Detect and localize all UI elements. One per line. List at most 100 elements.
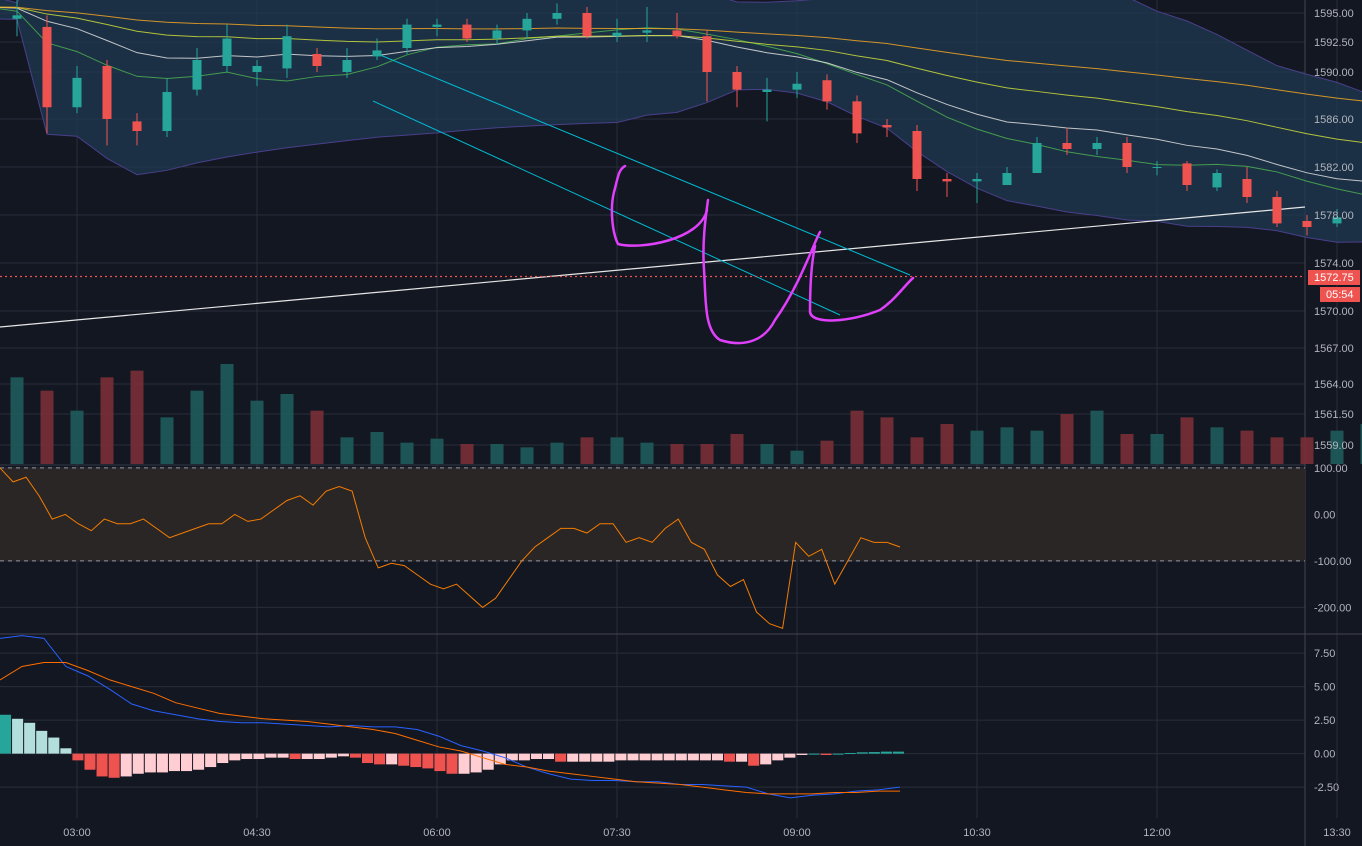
candle[interactable]	[462, 24, 472, 39]
candle[interactable]	[882, 125, 892, 128]
macd-histogram-bar	[289, 753, 301, 760]
candle[interactable]	[852, 101, 862, 134]
support-trendline[interactable]	[0, 206, 1306, 328]
candle[interactable]	[912, 131, 922, 179]
annotations	[610, 164, 915, 345]
candle[interactable]	[942, 179, 952, 182]
macd-line[interactable]	[0, 635, 901, 799]
macd-histogram-bar	[748, 753, 760, 766]
macd-histogram-bar	[362, 753, 374, 764]
macd-histogram-bar	[205, 753, 217, 768]
macd-histogram-bar	[675, 753, 687, 761]
macd-histogram-bar	[386, 753, 398, 765]
volume-bar	[1060, 414, 1074, 464]
candle[interactable]	[312, 54, 322, 66]
x-tick-label: 03:00	[63, 827, 91, 839]
volume-bar	[1090, 410, 1104, 464]
ma-fast-line	[0, 8, 1362, 195]
macd-histogram-bar	[760, 753, 772, 765]
volume-bar	[970, 430, 984, 464]
candle[interactable]	[132, 121, 142, 131]
macd-tick-label: 2.50	[1314, 715, 1335, 727]
candle[interactable]	[432, 24, 442, 27]
volume-bar	[490, 444, 504, 464]
candle[interactable]	[1272, 197, 1282, 224]
candle[interactable]	[672, 30, 682, 37]
candle[interactable]	[792, 83, 802, 90]
channel-upper-line[interactable]	[372, 51, 911, 276]
volume-bar	[1300, 437, 1314, 464]
macd-panel[interactable]	[0, 635, 904, 799]
drawn-annotation	[808, 244, 915, 322]
macd-histogram-bar	[651, 753, 663, 761]
macd-histogram-bar	[880, 751, 892, 754]
macd-histogram-bar	[0, 714, 12, 754]
cci-panel[interactable]	[0, 467, 1305, 630]
candle[interactable]	[12, 15, 22, 19]
volume-bar	[10, 377, 24, 464]
macd-histogram-bar	[48, 737, 60, 754]
cci-line[interactable]	[0, 467, 901, 630]
channel-lower-line[interactable]	[372, 100, 841, 316]
candle[interactable]	[372, 50, 382, 57]
macd-histogram-bar	[12, 718, 24, 754]
candle[interactable]	[162, 91, 172, 131]
candles[interactable]	[0, 0, 1362, 342]
cci-band	[0, 467, 1305, 561]
candle[interactable]	[552, 13, 562, 19]
ma-mid-line	[0, 6, 1362, 182]
candle[interactable]	[1092, 143, 1102, 149]
last-price-label: 1572.75	[1314, 272, 1354, 284]
macd-histogram-bar	[699, 753, 711, 761]
candle[interactable]	[72, 77, 82, 108]
candle[interactable]	[252, 66, 262, 72]
candle[interactable]	[522, 18, 532, 31]
candle[interactable]	[972, 179, 982, 182]
candle[interactable]	[1122, 143, 1132, 167]
y-tick-label: 1595.00	[1314, 8, 1354, 20]
candle[interactable]	[1032, 143, 1042, 173]
candle[interactable]	[42, 26, 52, 108]
candle[interactable]	[1302, 221, 1312, 227]
candle[interactable]	[1182, 163, 1192, 185]
candle[interactable]	[612, 32, 622, 37]
candle[interactable]	[762, 89, 772, 92]
macd-histogram-bar	[530, 753, 542, 760]
candle[interactable]	[342, 60, 352, 72]
candle[interactable]	[102, 66, 112, 119]
candle[interactable]	[702, 36, 712, 72]
candle[interactable]	[1212, 173, 1222, 188]
candle[interactable]	[1062, 143, 1072, 149]
candle[interactable]	[1002, 173, 1012, 185]
candle[interactable]	[1332, 217, 1342, 224]
macd-histogram-bar	[784, 753, 796, 758]
candle[interactable]	[642, 30, 652, 33]
y-tick-label: 1567.00	[1314, 343, 1354, 355]
macd-histogram-bar	[663, 753, 675, 761]
y-tick-label: 1574.00	[1314, 258, 1354, 270]
candle[interactable]	[282, 36, 292, 69]
macd-signal-line[interactable]	[0, 661, 900, 795]
candle[interactable]	[492, 30, 502, 39]
cci-tick-label: 0.00	[1314, 509, 1335, 521]
candle[interactable]	[732, 72, 742, 90]
candle[interactable]	[192, 60, 202, 90]
candle[interactable]	[1152, 167, 1162, 168]
candle[interactable]	[582, 13, 592, 37]
volume-bar	[790, 450, 804, 464]
candle[interactable]	[1242, 179, 1252, 197]
candle[interactable]	[222, 38, 232, 66]
volume-bar	[580, 437, 594, 464]
trendlines	[0, 51, 1306, 328]
y-tick-label: 1586.00	[1314, 114, 1354, 126]
macd-histogram-bar	[277, 753, 289, 758]
macd-histogram-bar	[639, 753, 651, 761]
macd-histogram-bar	[168, 753, 180, 772]
candle[interactable]	[402, 24, 412, 48]
macd-histogram-bar	[820, 753, 832, 755]
macd-histogram-bar	[144, 753, 156, 773]
candle[interactable]	[822, 80, 832, 102]
volume-bar	[1330, 430, 1344, 464]
volume-bar	[640, 442, 654, 464]
